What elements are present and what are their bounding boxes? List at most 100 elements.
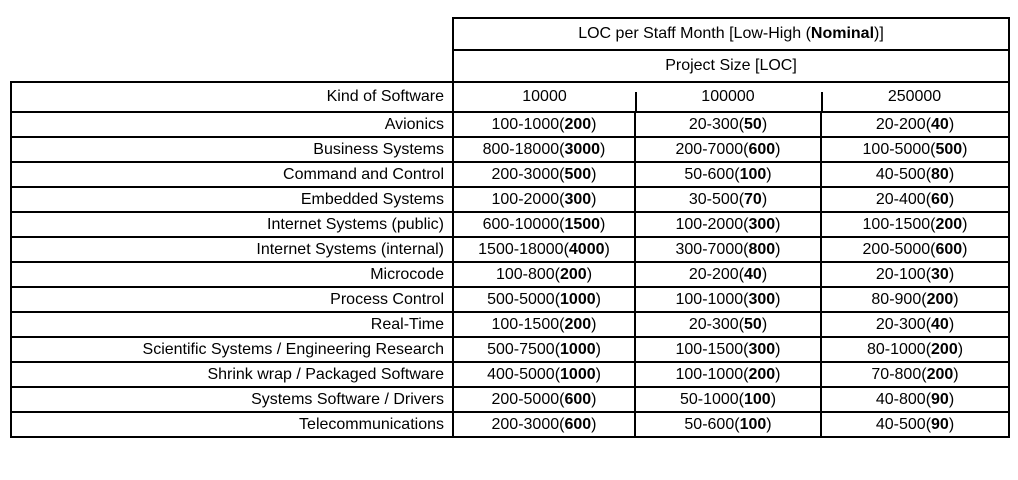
loc-rate-cell: 200-7000(600) xyxy=(634,136,822,163)
nominal-value: 200 xyxy=(748,365,776,383)
table-row: Business Systems 800-18000(3000) 200-7000(… xyxy=(10,136,1011,163)
software-kind-label: Internet Systems (internal) xyxy=(10,236,454,263)
kind-of-software-header: Kind of Software xyxy=(10,81,454,113)
loc-rate-cell: 40-500(80) xyxy=(819,161,1011,188)
loc-rate-cell: 20-200(40) xyxy=(634,261,822,288)
title-suffix: )] xyxy=(874,25,884,42)
software-kind-label: Embedded Systems xyxy=(10,186,454,213)
loc-rate-cell: 50-1000(100) xyxy=(634,386,822,413)
loc-rate-cell: 400-5000(1000) xyxy=(452,361,636,388)
nominal-value: 1000 xyxy=(560,340,596,358)
loc-rate-cell: 20-300(50) xyxy=(634,311,822,338)
range-value: 50-600 xyxy=(684,415,735,433)
nominal-value: 300 xyxy=(564,190,592,208)
table-row: Embedded Systems 100-2000(300) 30-500(70) 2… xyxy=(10,186,1011,213)
loc-rate-cell: 100-1500(200) xyxy=(452,311,636,338)
table-row: Shrink wrap / Packaged Software 400-5000(… xyxy=(10,361,1011,388)
nominal-value: 1000 xyxy=(560,365,596,383)
range-value: 40-500 xyxy=(875,415,926,433)
range-value: 20-400 xyxy=(875,190,926,208)
range-value: 400-5000 xyxy=(487,365,555,383)
nominal-value: 50 xyxy=(744,315,762,333)
loc-rate-cell: 80-1000(200) xyxy=(819,336,1011,363)
column-header-row: Kind of Software 10000 100000 250000 xyxy=(10,81,1011,113)
nominal-value: 200 xyxy=(926,365,954,383)
loc-rate-cell: 20-300(40) xyxy=(819,311,1011,338)
table-row: Command and Control 200-3000(500) 50-600(1… xyxy=(10,161,1011,188)
table-row: Internet Systems (internal) 1500-18000(40… xyxy=(10,236,1011,263)
range-value: 300-7000 xyxy=(675,240,744,258)
range-value: 70-800 xyxy=(871,365,922,383)
table-row: Telecommunications 200-3000(600) 50-600(10… xyxy=(10,411,1011,438)
loc-rate-cell: 100-5000(500) xyxy=(819,136,1011,163)
software-kind-label: Shrink wrap / Packaged Software xyxy=(10,361,454,388)
loc-rate-cell: 50-600(100) xyxy=(634,411,822,438)
nominal-value: 50 xyxy=(744,115,762,133)
nominal-value: 100 xyxy=(744,390,771,408)
range-value: 100-800 xyxy=(495,265,555,283)
software-kind-label: Avionics xyxy=(10,111,454,138)
range-value: 500-5000 xyxy=(487,290,555,308)
nominal-value: 200 xyxy=(931,340,958,358)
loc-rate-cell: 100-1500(300) xyxy=(634,336,822,363)
nominal-value: 70 xyxy=(744,190,762,208)
range-value: 100-2000 xyxy=(491,190,560,208)
nominal-value: 30 xyxy=(931,265,949,283)
range-value: 50-1000 xyxy=(679,390,739,408)
nominal-value: 1000 xyxy=(560,290,596,308)
size-column-10000: 10000 xyxy=(452,81,635,113)
loc-rate-cell: 600-10000(1500) xyxy=(452,211,636,238)
nominal-value: 40 xyxy=(931,315,949,333)
range-value: 50-600 xyxy=(684,165,735,183)
range-value: 200-5000 xyxy=(862,240,931,258)
table-row: Microcode 100-800(200) 20-200(40) 20-100(30… xyxy=(10,261,1011,288)
range-value: 100-1500 xyxy=(491,315,560,333)
range-value: 30-500 xyxy=(688,190,739,208)
nominal-value: 200 xyxy=(926,290,954,308)
loc-rate-cell: 100-1000(300) xyxy=(634,286,822,313)
nominal-value: 200 xyxy=(564,315,592,333)
nominal-value: 40 xyxy=(744,265,762,283)
loc-rate-cell: 200-3000(500) xyxy=(452,161,636,188)
loc-rate-cell: 100-1000(200) xyxy=(452,111,636,138)
range-value: 200-3000 xyxy=(491,165,560,183)
range-value: 100-1500 xyxy=(862,215,931,233)
title-prefix: LOC per Staff Month [Low-High ( xyxy=(578,25,811,42)
loc-rate-cell: 800-18000(3000) xyxy=(452,136,636,163)
table-row: Avionics 100-1000(200) 20-300(50) 20-200(40… xyxy=(10,111,1011,138)
loc-rate-cell: 40-800(90) xyxy=(819,386,1011,413)
nominal-value: 40 xyxy=(931,115,949,133)
software-kind-label: Scientific Systems / Engineering Researc… xyxy=(10,336,454,363)
range-value: 200-5000 xyxy=(491,390,560,408)
nominal-value: 300 xyxy=(748,215,776,233)
software-kind-label: Command and Control xyxy=(10,161,454,188)
loc-per-staff-month-table: LOC per Staff Month [Low-High (Nominal)]… xyxy=(10,17,1011,438)
nominal-value: 90 xyxy=(931,415,949,433)
range-value: 20-300 xyxy=(688,315,739,333)
range-value: 500-7500 xyxy=(487,340,555,358)
loc-rate-cell: 300-7000(800) xyxy=(634,236,822,263)
nominal-value: 300 xyxy=(748,340,776,358)
loc-rate-cell: 20-300(50) xyxy=(634,111,822,138)
loc-rate-cell: 1500-18000(4000) xyxy=(452,236,636,263)
nominal-value: 100 xyxy=(739,165,767,183)
range-value: 100-2000 xyxy=(675,215,744,233)
project-size-header: Project Size [LOC] xyxy=(451,49,1011,83)
loc-rate-cell: 200-5000(600) xyxy=(452,386,636,413)
software-kind-label: Process Control xyxy=(10,286,454,313)
range-value: 200-3000 xyxy=(491,415,560,433)
loc-rate-cell: 40-500(90) xyxy=(819,411,1011,438)
nominal-value: 60 xyxy=(931,190,949,208)
range-value: 20-300 xyxy=(875,315,926,333)
range-value: 100-1500 xyxy=(675,340,744,358)
nominal-value: 4000 xyxy=(568,240,605,258)
loc-rate-cell: 500-5000(1000) xyxy=(452,286,636,313)
size-column-250000: 250000 xyxy=(821,81,1011,113)
loc-rate-cell: 70-800(200) xyxy=(819,361,1011,388)
loc-rate-cell: 500-7500(1000) xyxy=(452,336,636,363)
loc-rate-cell: 100-1500(200) xyxy=(819,211,1011,238)
software-kind-label: Real-Time xyxy=(10,311,454,338)
software-kind-label: Microcode xyxy=(10,261,454,288)
range-value: 20-200 xyxy=(875,115,926,133)
